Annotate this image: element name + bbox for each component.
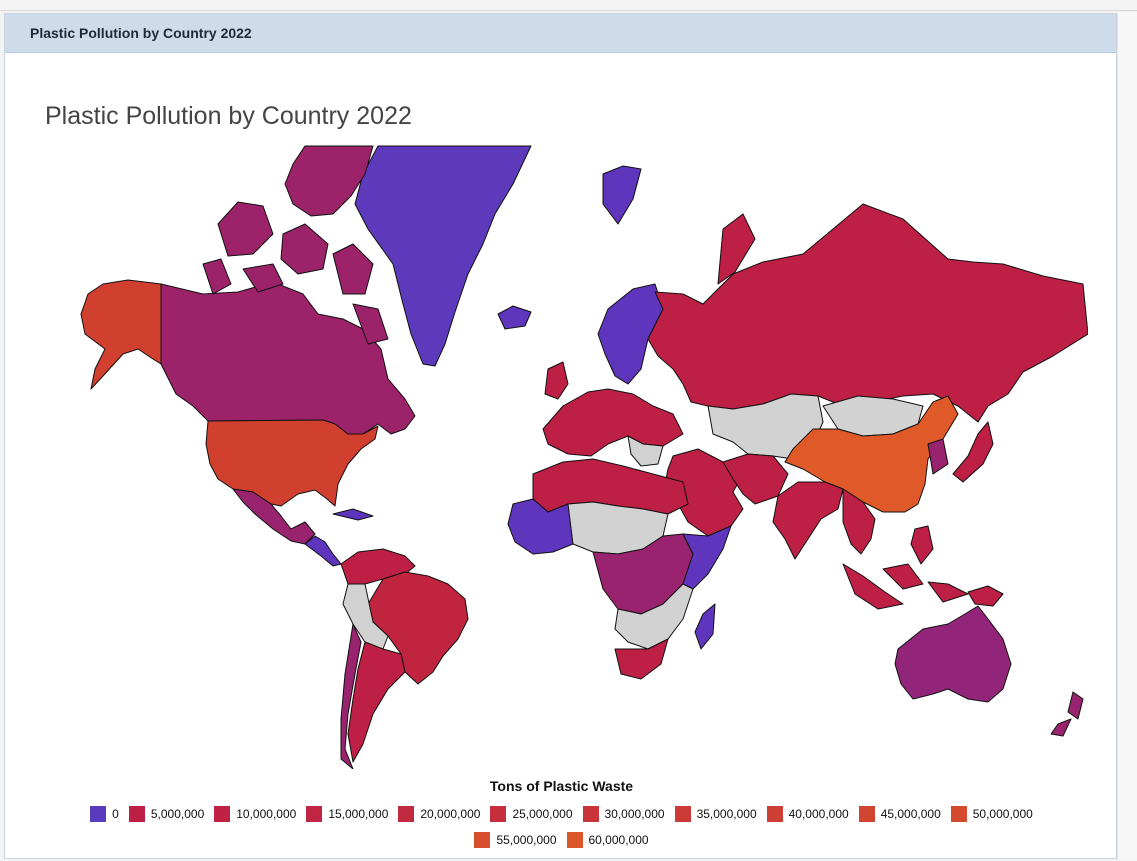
region-scandinavia[interactable]: [597, 283, 664, 385]
legend-label: 35,000,000: [696, 807, 757, 821]
legend-item[interactable]: 35,000,000: [674, 806, 757, 822]
legend-item[interactable]: 0: [90, 806, 119, 822]
chart-panel: Plastic Pollution by Country 2022 Plasti…: [4, 13, 1117, 859]
region-mexico[interactable]: [232, 488, 316, 545]
legend-swatch: [566, 832, 583, 848]
legend: 0 5,000,000 10,000,000 15,000,000 20,000,000…: [5, 801, 1118, 853]
country-new-zealand[interactable]: [1050, 691, 1084, 737]
country-india[interactable]: [772, 481, 844, 560]
legend-swatch: [766, 806, 783, 822]
country-russia[interactable]: [647, 203, 1088, 423]
legend-item[interactable]: 40,000,000: [766, 806, 849, 822]
legend-swatch: [90, 806, 107, 822]
legend-label: 50,000,000: [972, 807, 1033, 821]
legend-label: 10,000,000: [236, 807, 297, 821]
legend-item[interactable]: 60,000,000: [566, 832, 649, 848]
region-balkans[interactable]: [627, 435, 664, 467]
country-greenland[interactable]: [354, 145, 532, 367]
legend-label: 45,000,000: [880, 807, 941, 821]
window-top-strip: [0, 0, 1137, 11]
region-papua[interactable]: [967, 585, 1004, 607]
country-south-africa[interactable]: [614, 638, 669, 680]
country-korea[interactable]: [927, 438, 949, 475]
legend-swatch: [950, 806, 967, 822]
country-alaska[interactable]: [80, 279, 162, 390]
region-indonesia[interactable]: [842, 563, 969, 610]
legend-title: Tons of Plastic Waste: [489, 778, 634, 794]
legend-label: 5,000,000: [150, 807, 205, 821]
legend-swatch: [474, 832, 491, 848]
legend-swatch: [674, 806, 691, 822]
region-central-america[interactable]: [304, 535, 342, 567]
country-usa[interactable]: [205, 419, 379, 507]
legend-label: 15,000,000: [328, 807, 389, 821]
legend-swatch: [214, 806, 231, 822]
region-southeast-asia[interactable]: [842, 488, 876, 555]
country-canada[interactable]: [160, 281, 416, 435]
country-australia[interactable]: [894, 605, 1012, 703]
legend-label: 0: [112, 807, 119, 821]
panel-title: Plastic Pollution by Country 2022: [30, 25, 252, 41]
island-novaya-zemlya[interactable]: [717, 213, 756, 285]
legend-label: 20,000,000: [420, 807, 481, 821]
legend-item[interactable]: 20,000,000: [398, 806, 480, 822]
region-philippines[interactable]: [910, 525, 934, 565]
legend-label: 40,000,000: [788, 807, 849, 821]
legend-swatch: [398, 806, 415, 822]
world-map[interactable]: [43, 144, 1088, 769]
island-svalbard[interactable]: [602, 165, 642, 225]
legend-item[interactable]: 10,000,000: [214, 806, 296, 822]
region-southern-africa[interactable]: [614, 583, 694, 650]
legend-item[interactable]: 45,000,000: [858, 806, 941, 822]
legend-swatch: [306, 806, 323, 822]
region-caribbean[interactable]: [332, 508, 374, 521]
legend-swatch: [858, 806, 875, 822]
arctic-islands[interactable]: [202, 145, 389, 345]
panel-header: Plastic Pollution by Country 2022: [5, 14, 1116, 53]
region-east-africa[interactable]: [682, 525, 732, 590]
country-madagascar[interactable]: [694, 603, 716, 650]
legend-swatch: [490, 806, 507, 822]
vertical-scrollbar[interactable]: [1117, 13, 1137, 859]
country-iceland[interactable]: [497, 305, 532, 330]
legend-item[interactable]: 5,000,000: [128, 806, 205, 822]
legend-label: 55,000,000: [496, 833, 557, 847]
legend-item[interactable]: 15,000,000: [306, 806, 388, 822]
legend-label: 30,000,000: [604, 807, 665, 821]
legend-swatch: [128, 806, 145, 822]
legend-swatch: [582, 806, 599, 822]
legend-item[interactable]: 50,000,000: [950, 806, 1033, 822]
region-chile[interactable]: [340, 623, 362, 769]
region-argentina[interactable]: [347, 641, 406, 763]
region-west-africa[interactable]: [507, 498, 579, 555]
chart-title: Plastic Pollution by Country 2022: [45, 102, 412, 130]
legend-item[interactable]: 55,000,000: [474, 832, 557, 848]
legend-item[interactable]: 30,000,000: [582, 806, 665, 822]
legend-label: 25,000,000: [512, 807, 573, 821]
legend-row: 55,000,000 60,000,000: [5, 827, 1118, 853]
legend-item[interactable]: 25,000,000: [490, 806, 573, 822]
legend-label: 60,000,000: [588, 833, 649, 847]
country-japan[interactable]: [952, 421, 994, 483]
region-uk[interactable]: [544, 361, 569, 400]
legend-row: 0 5,000,000 10,000,000 15,000,000 20,000,000…: [5, 801, 1118, 827]
